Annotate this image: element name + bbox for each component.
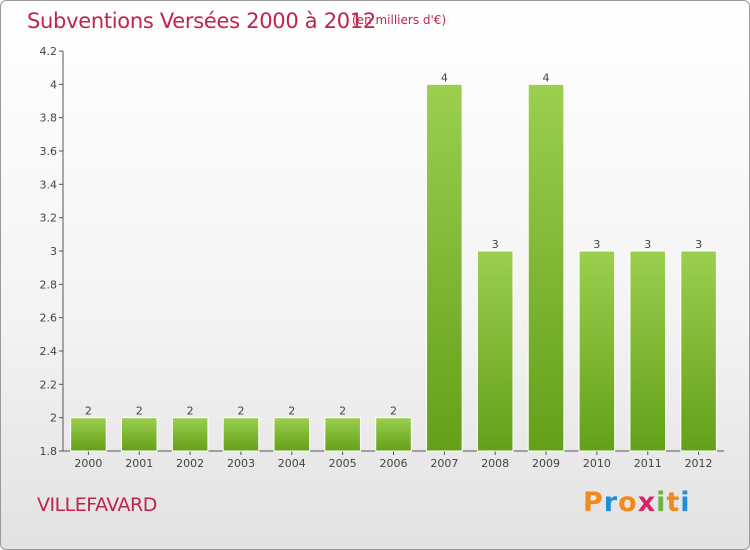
data-label-2007: 4 [441,71,448,84]
data-label-2004: 2 [288,405,295,418]
y-tick-label: 2 [50,412,57,425]
bar-2004 [273,417,311,452]
bar-2012 [680,250,717,452]
commune-name: VILLEFAVARD [37,494,157,516]
x-axis: 2000 2001 2002 2003 2004 2005 2006 2007 2008 2009… [63,450,724,470]
x-tick-label-2012: 2012 [685,457,713,470]
x-tick-label-2008: 2008 [481,457,509,470]
logo-letter: i [656,487,667,518]
x-tick-label-2001: 2001 [125,457,153,470]
x-tick-label-2003: 2003 [227,457,255,470]
y-tick-label: 2.8 [40,278,58,291]
x-tick-label-2004: 2004 [278,457,306,470]
data-label-2006: 2 [390,405,397,418]
bar-2006 [375,417,412,452]
y-tick-label: 3.2 [40,212,58,225]
proxiti-logo: Proxiti [583,487,691,518]
logo-letter: o [618,487,638,518]
bar-2003 [222,417,260,452]
data-label-2011: 3 [644,238,651,251]
x-tick-label-2010: 2010 [583,457,611,470]
bar-2002 [171,417,209,452]
y-tick-label: 4.2 [40,45,58,58]
bar-2011 [629,250,667,452]
x-tick-label-2011: 2011 [634,457,662,470]
y-tick-label: 4 [50,78,57,91]
x-tick-label-2002: 2002 [176,457,204,470]
data-label-2003: 2 [237,405,244,418]
data-label-2010: 3 [593,238,600,251]
bar-2000 [70,417,107,452]
data-label-2009: 4 [543,71,550,84]
y-tick-label: 2.4 [40,345,58,358]
x-tick-label-2006: 2006 [380,457,408,470]
data-label-2008: 3 [492,238,499,251]
data-label-2002: 2 [187,405,194,418]
x-tick-label-2009: 2009 [532,457,560,470]
bar-2001 [120,417,158,452]
logo-letter: P [583,487,604,518]
logo-letter: t [666,487,681,518]
y-tick-label: 2.2 [40,378,58,391]
y-tick-label: 1.8 [40,445,58,458]
y-axis: 1.8 2 2.2 2.4 2.6 2.8 3 3.2 3.4 3.6 3.8 4 4.2 [40,45,64,458]
y-tick-label: 2.6 [40,312,58,325]
y-tick-label: 3.4 [40,178,58,191]
y-tick-label: 3.8 [40,112,58,125]
y-tick-label: 3.6 [40,145,58,158]
bar-2007 [426,83,463,452]
bars: 2 2 2 2 2 2 2 4 3 4 3 3 3 [70,71,717,452]
data-label-2000: 2 [85,405,92,418]
x-tick-label-2000: 2000 [74,457,102,470]
data-label-2005: 2 [339,405,346,418]
chart-unit-subtitle: (en milliers d'€) [352,13,447,27]
logo-letter: i [680,487,691,518]
data-label-2012: 3 [695,238,702,251]
logo-letter: r [603,487,619,518]
y-tick-label: 3 [50,245,57,258]
bar-2008 [476,250,514,452]
data-label-2001: 2 [136,405,143,418]
x-tick-label-2005: 2005 [329,457,357,470]
bar-2010 [578,250,616,452]
bar-2005 [324,417,361,452]
x-tick-label-2007: 2007 [430,457,458,470]
logo-letter: x [637,487,657,518]
bar-2009 [527,83,565,452]
chart-title: Subventions Versées 2000 à 2012 [27,9,376,33]
